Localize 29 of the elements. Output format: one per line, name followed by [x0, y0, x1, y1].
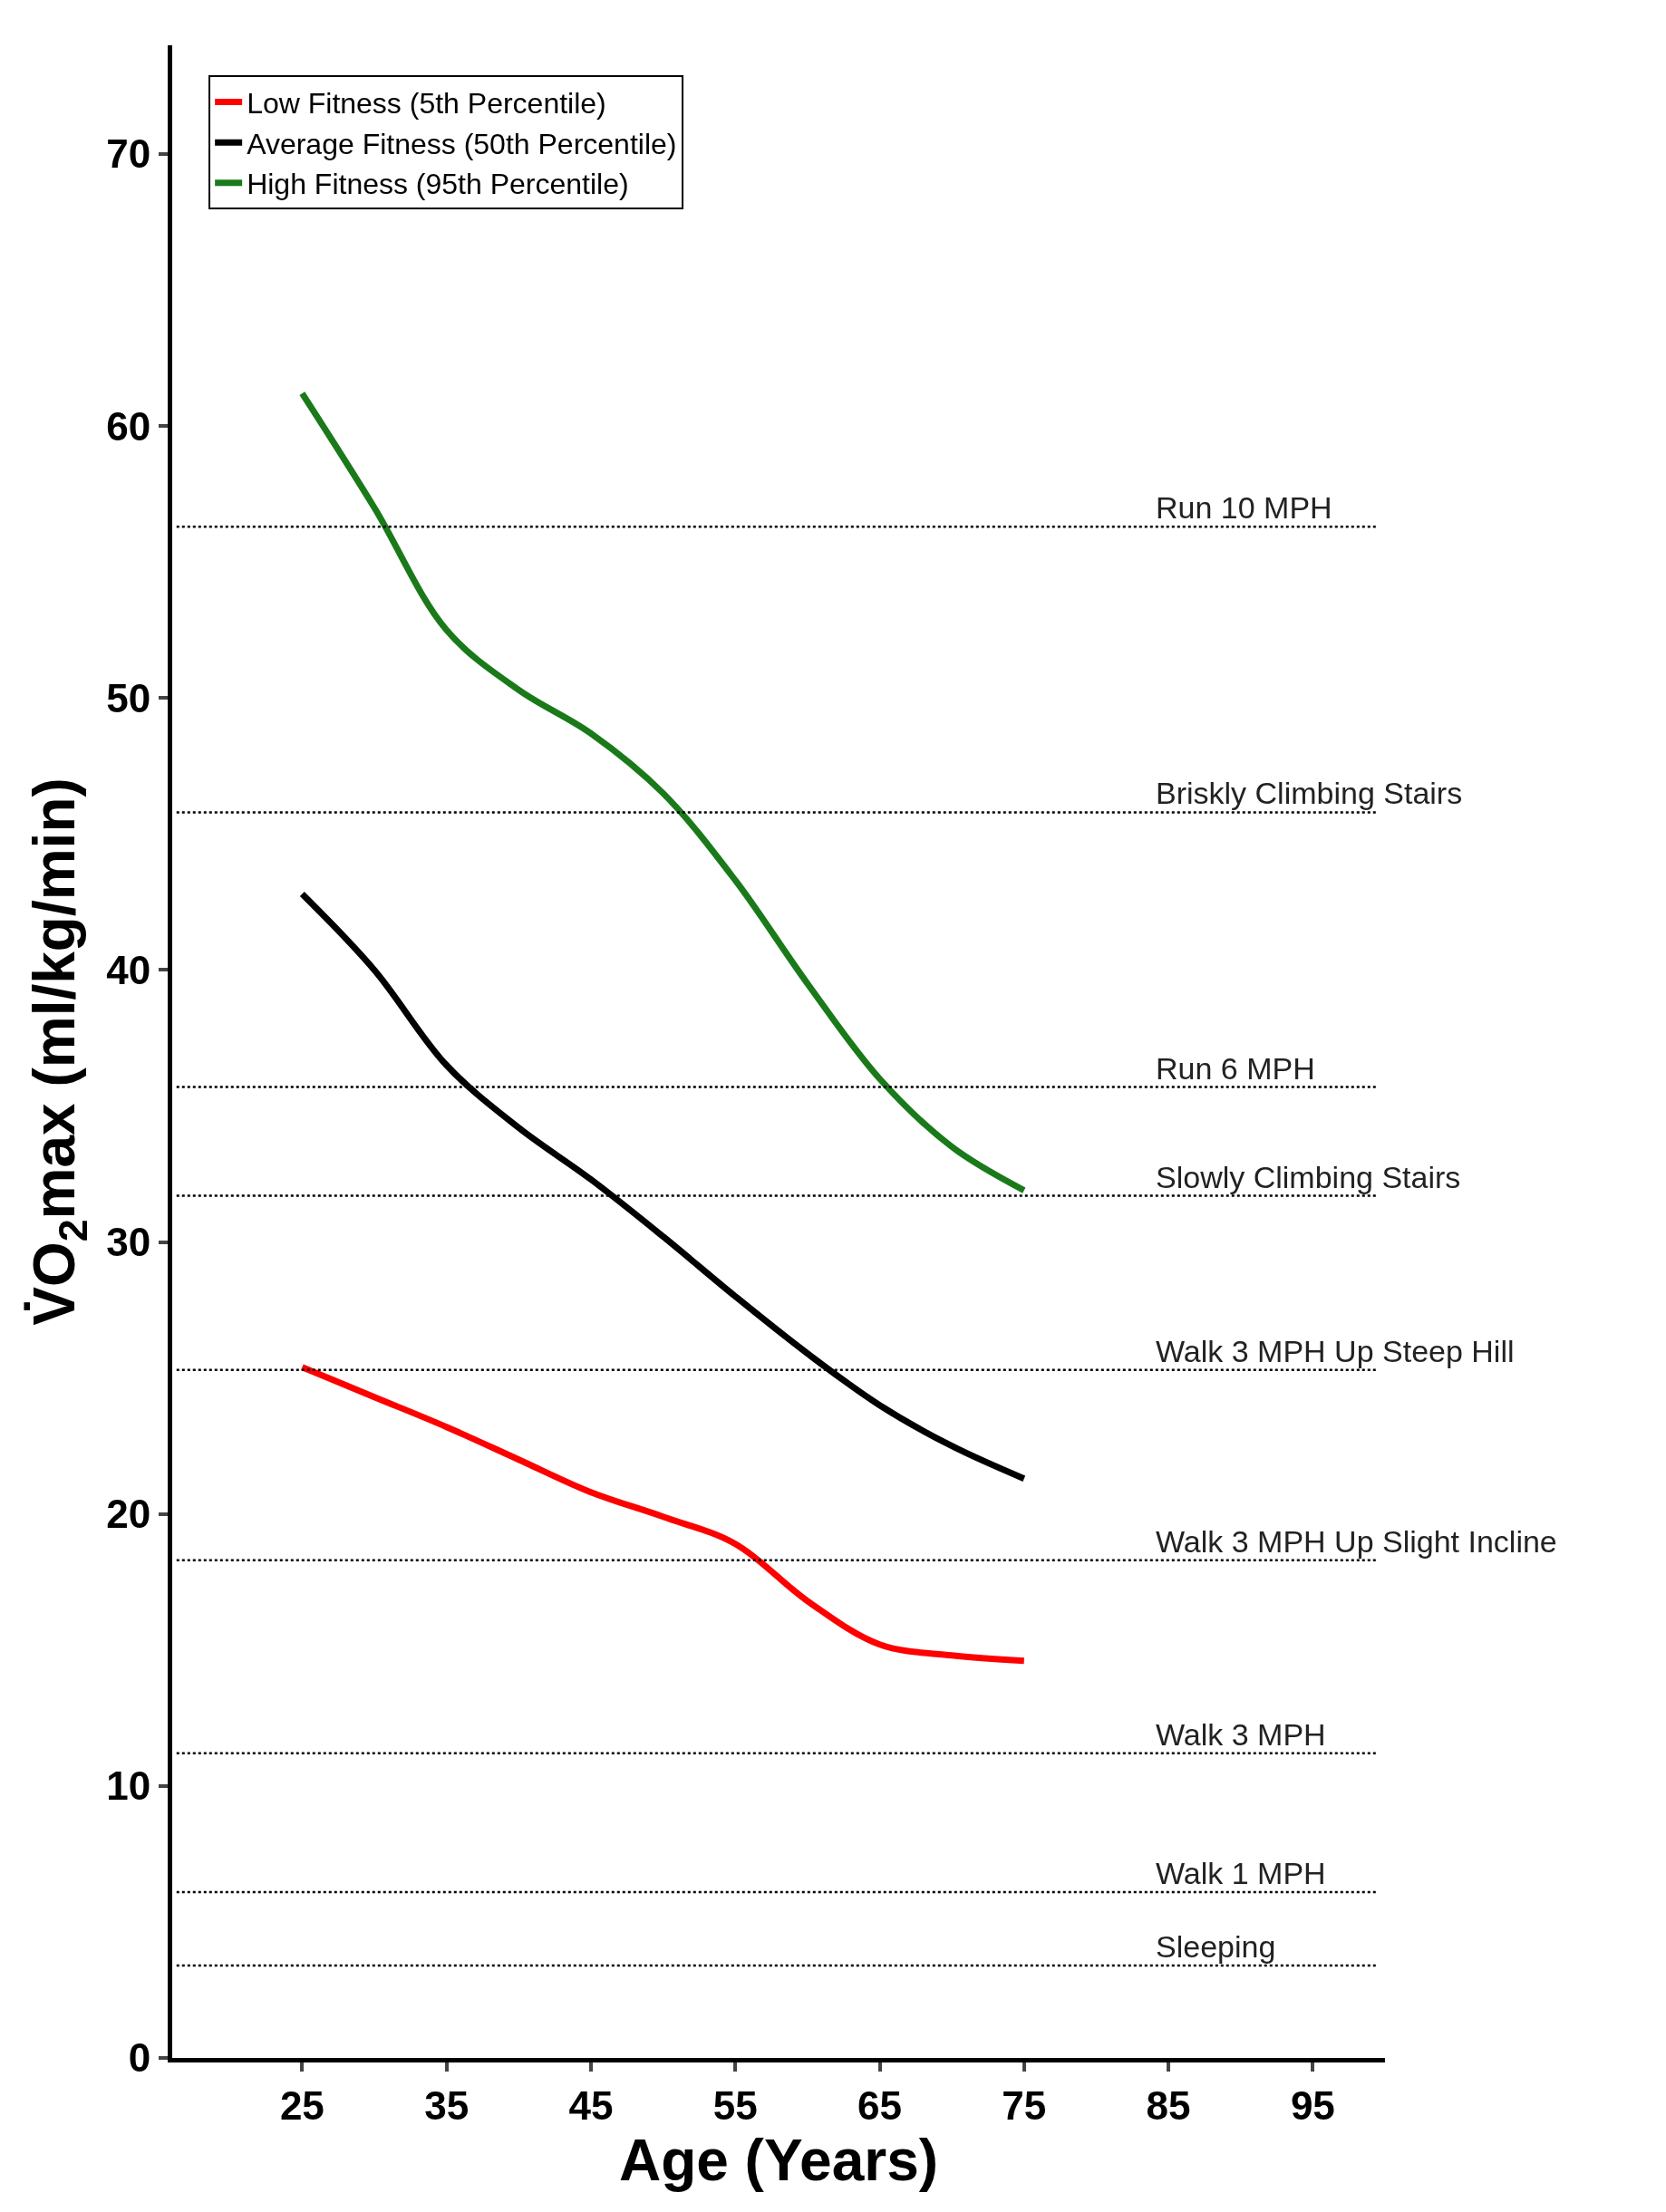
- x-tick-label: 85: [1146, 2082, 1191, 2128]
- x-tick-label: 25: [279, 2082, 324, 2128]
- y-tick-label: 60: [106, 403, 151, 449]
- ref-line-label: Run 6 MPH: [1156, 1051, 1315, 1086]
- y-tick-label: 10: [106, 1763, 151, 1809]
- y-tick-label: 40: [106, 947, 151, 992]
- x-tick-label: 45: [568, 2082, 614, 2128]
- y-tick-label: 0: [128, 2035, 151, 2081]
- y-tick-label: 50: [106, 675, 151, 720]
- ref-line-label: Slowly Climbing Stairs: [1156, 1160, 1461, 1194]
- ref-line-label: Run 10 MPH: [1156, 490, 1332, 525]
- x-tick-label: 65: [857, 2082, 902, 2128]
- legend-label: Average Fitness (50th Percentile): [247, 127, 677, 160]
- ref-line-label: Sleeping: [1156, 1929, 1276, 1964]
- ref-line-label: Walk 3 MPH Up Steep Hill: [1156, 1334, 1515, 1368]
- x-axis-title: Age (Years): [618, 2127, 939, 2193]
- ref-line-label: Walk 3 MPH: [1156, 1717, 1326, 1752]
- ref-line-label: Briskly Climbing Stairs: [1156, 776, 1463, 810]
- ref-line-label: Walk 3 MPH Up Slight Incline: [1156, 1524, 1557, 1559]
- ref-line-label: Walk 1 MPH: [1156, 1856, 1326, 1890]
- legend-label: Low Fitness (5th Percentile): [247, 87, 606, 121]
- x-tick-label: 75: [1002, 2082, 1047, 2128]
- y-tick-label: 20: [106, 1492, 151, 1537]
- legend-label: High Fitness (95th Percentile): [247, 168, 629, 201]
- y-tick-label: 30: [106, 1219, 151, 1264]
- x-tick-label: 35: [424, 2082, 470, 2128]
- y-tick-label: 70: [106, 131, 151, 177]
- x-tick-label: 55: [712, 2082, 758, 2128]
- x-tick-label: 95: [1290, 2082, 1335, 2128]
